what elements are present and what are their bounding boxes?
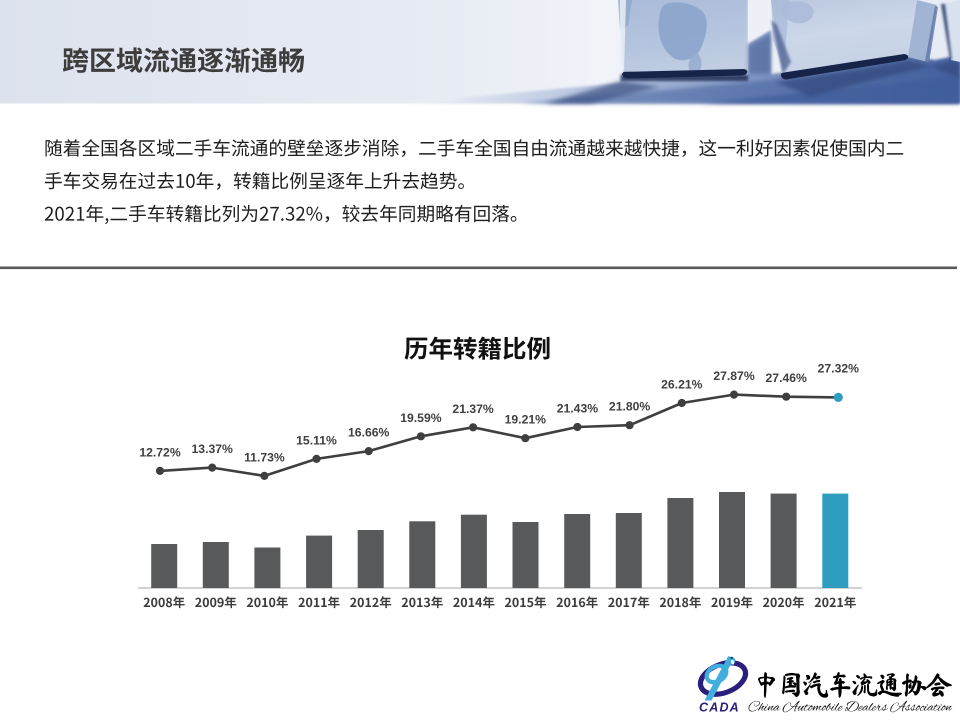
svg-text:19.59%: 19.59%	[400, 411, 441, 425]
svg-text:11.73%: 11.73%	[244, 450, 285, 464]
svg-text:13.37%: 13.37%	[192, 442, 233, 456]
svg-text:21.37%: 21.37%	[452, 402, 493, 416]
svg-text:21.43%: 21.43%	[557, 402, 598, 416]
svg-text:27.32%: 27.32%	[818, 361, 859, 375]
svg-text:26.21%: 26.21%	[661, 378, 702, 392]
svg-text:19.21%: 19.21%	[505, 413, 546, 427]
svg-text:21.80%: 21.80%	[609, 400, 650, 414]
svg-text:27.46%: 27.46%	[766, 371, 807, 385]
svg-text:12.72%: 12.72%	[139, 445, 180, 459]
svg-text:15.11%: 15.11%	[296, 433, 337, 447]
svg-text:27.87%: 27.87%	[713, 369, 754, 383]
svg-text:CADA: CADA	[699, 701, 740, 715]
svg-text:16.66%: 16.66%	[348, 426, 389, 440]
